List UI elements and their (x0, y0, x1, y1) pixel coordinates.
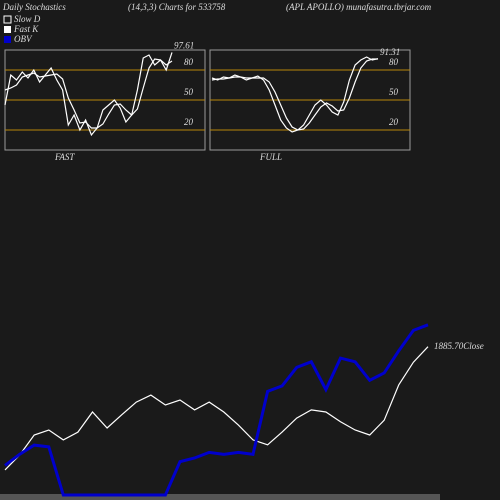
last-value-label: 91.31 (380, 47, 400, 57)
series-line (4, 58, 173, 129)
last-value-label: 97.61 (174, 40, 194, 50)
panel-title: FULL (259, 152, 282, 162)
y-tick-label: 50 (389, 87, 399, 97)
legend-swatch (3, 15, 12, 24)
y-tick-label: 80 (184, 57, 194, 67)
obv-line (4, 323, 429, 497)
y-tick-label: 20 (389, 117, 399, 127)
baseline-bar (0, 494, 440, 500)
header-left: Daily Stochastics (2, 2, 66, 12)
header-right: (APL APOLLO) munafasutra.tbrjar.com (286, 2, 432, 12)
y-tick-label: 20 (184, 117, 194, 127)
series-line (4, 346, 429, 471)
series-line (211, 58, 378, 131)
series-line (211, 56, 379, 133)
series-line (4, 52, 173, 137)
y-tick-label: 80 (389, 57, 399, 67)
legend-label: OBV (14, 34, 33, 44)
legend-swatch (4, 26, 11, 33)
legend-swatch (4, 36, 11, 43)
y-tick-label: 50 (184, 87, 194, 97)
legend-label: Fast K (13, 24, 39, 34)
panel-title: FAST (54, 152, 75, 162)
header-middle: (14,3,3) Charts for 533758 (128, 2, 226, 12)
close-label: 1885.70Close (434, 341, 484, 351)
legend-label: Slow D (14, 14, 41, 24)
